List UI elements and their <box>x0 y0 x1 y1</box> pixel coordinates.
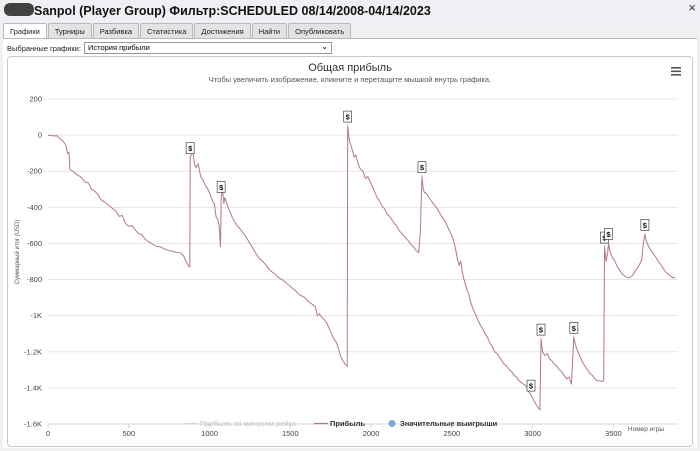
legend-label: Прибыль за минусом рейка <box>200 419 297 428</box>
legend-label: Значительные выигрыши <box>400 419 498 428</box>
y-tick-label: 200 <box>29 95 42 104</box>
hamburger-menu-icon[interactable] <box>671 67 681 76</box>
big-win-flag[interactable]: $ <box>417 161 427 177</box>
legend-label: Прибыль <box>330 419 365 428</box>
tab-tournaments[interactable]: Турниры <box>47 23 92 39</box>
y-axis-label: Суммарный итог (USD) <box>14 220 21 285</box>
x-axis-label: Номер игры <box>628 426 664 433</box>
chart-selector-row: Выбранные графики: История прибыли ⌄ <box>7 42 332 54</box>
tab-bar: Графики Турниры Разбивка Статистика Дост… <box>3 23 352 39</box>
close-icon[interactable]: × <box>688 0 696 15</box>
title-bar: Sanpol (Player Group) Фильтр:SCHEDULED 0… <box>0 0 700 22</box>
y-tick-label: -600 <box>27 239 42 248</box>
x-axis-ticks: 0 500 1000 1500 2000 2500 3000 3500 <box>46 424 622 438</box>
svg-text:$: $ <box>219 183 224 192</box>
big-win-markers: $$$$$$$$$$ <box>185 110 650 396</box>
big-win-flag[interactable]: $ <box>526 379 536 396</box>
chart-title: Общая прибыль <box>308 62 392 74</box>
big-win-flag[interactable]: $ <box>185 142 195 158</box>
chart-legend: Прибыль за минусом рейка Прибыль Значитель… <box>184 419 498 428</box>
tab-breakdown[interactable]: Разбивка <box>92 23 140 39</box>
y-tick-label: -800 <box>27 275 42 284</box>
tab-find[interactable]: Найти <box>251 23 288 39</box>
svg-text:$: $ <box>188 144 193 153</box>
chart-selector-value: История прибыли <box>87 43 150 52</box>
x-tick-label: 2500 <box>444 429 461 438</box>
x-tick-label: 3000 <box>524 429 541 438</box>
svg-text:$: $ <box>572 324 577 333</box>
chevron-down-icon: ⌄ <box>321 42 328 51</box>
svg-text:$: $ <box>346 113 351 122</box>
y-tick-label: -1.2K <box>24 347 42 356</box>
y-tick-label: -1.6K <box>24 420 42 429</box>
big-win-flag[interactable]: $ <box>640 219 650 235</box>
chart-subtitle: Чтобы увеличить изображение, кликните и … <box>209 75 491 84</box>
legend-item[interactable]: Прибыль <box>314 419 365 428</box>
big-win-flag[interactable]: $ <box>536 323 546 340</box>
svg-text:$: $ <box>420 163 425 172</box>
window-title: Sanpol (Player Group) Фильтр:SCHEDULED 0… <box>34 4 431 18</box>
svg-text:$: $ <box>529 382 534 391</box>
x-tick-label: 0 <box>46 429 50 438</box>
profit-chart[interactable]: 2000-200-400-600-800-1K-1.2K-1.4K-1.6K 0… <box>8 57 692 446</box>
x-tick-label: 500 <box>123 429 136 438</box>
tab-statistics[interactable]: Статистика <box>140 23 194 39</box>
grid-lines <box>48 98 678 425</box>
tab-charts[interactable]: Графики <box>3 23 47 39</box>
big-win-flag[interactable]: $ <box>569 321 579 338</box>
big-win-flag[interactable]: $ <box>343 110 353 127</box>
svg-text:$: $ <box>643 221 648 230</box>
tab-achievements[interactable]: Достижения <box>194 23 251 39</box>
series-line-profit <box>47 126 676 411</box>
chart-selector-dropdown[interactable]: История прибыли ⌄ <box>83 42 332 54</box>
svg-text:$: $ <box>539 326 544 335</box>
legend-item[interactable]: Значительные выигрыши <box>388 419 498 428</box>
tab-publish[interactable]: Опубликовать <box>288 23 352 39</box>
chart-selector-label: Выбранные графики: <box>7 43 81 53</box>
y-tick-label: 0 <box>38 131 42 140</box>
legend-item[interactable]: Прибыль за минусом рейка <box>184 419 297 428</box>
content-panel: Выбранные графики: История прибыли ⌄ 200… <box>3 38 697 448</box>
x-tick-label: 1500 <box>282 429 299 438</box>
big-win-flag[interactable]: $ <box>604 228 613 244</box>
big-win-flag[interactable]: $ <box>216 181 226 197</box>
svg-text:$: $ <box>606 230 611 239</box>
y-tick-label: -400 <box>27 203 42 212</box>
x-tick-label: 3500 <box>605 429 622 438</box>
y-tick-label: -200 <box>27 167 42 176</box>
y-tick-label: -1.4K <box>24 383 42 392</box>
redacted-avatar <box>4 3 34 16</box>
y-tick-label: -1K <box>30 311 42 320</box>
y-axis-ticks: 200 0 -200 -400 -600 -800 -1K -1.2K -1.4K -1.6K <box>24 95 42 429</box>
x-tick-label: 2000 <box>363 429 380 438</box>
x-tick-label: 1000 <box>201 429 218 438</box>
chart-container: 200 0 -200 -400 -600 -800 -1K -1.2K -1.4K -1.6K 0… <box>7 56 693 447</box>
